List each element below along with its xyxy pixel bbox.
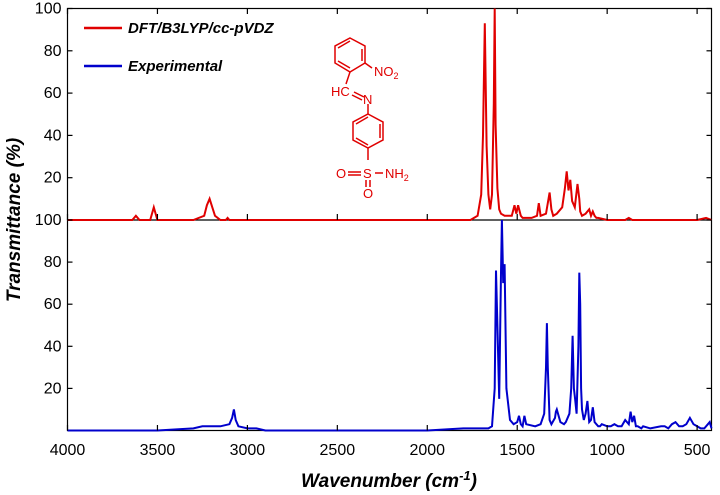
molecule-structure-inset bbox=[334, 37, 384, 187]
y-tick-label: 40 bbox=[44, 338, 62, 355]
x-axis-ticks: 4000 3500 3000 2500 2000 1500 1000 500 bbox=[50, 8, 711, 459]
imine-bond-2 bbox=[351, 94, 363, 101]
imine-n-label: N bbox=[363, 92, 372, 107]
y-tick-label: 80 bbox=[44, 43, 62, 60]
hc-label: HC bbox=[331, 84, 350, 99]
ch-bond bbox=[345, 71, 351, 85]
x-tick-label: 2000 bbox=[409, 442, 445, 459]
nitro-label: NO2 bbox=[374, 64, 399, 81]
ring-bottom-inner-bond-1 bbox=[355, 116, 369, 125]
y-tick-label: 60 bbox=[44, 296, 62, 313]
ring-top-inner-bond-3 bbox=[337, 60, 351, 69]
molecule-labels: NO2 HC N S NH2 O O bbox=[331, 64, 409, 201]
y-axis-ticks-top: 20 40 60 80 100 bbox=[35, 1, 712, 187]
x-tick-label: 4000 bbox=[50, 442, 86, 459]
x-tick-label: 2500 bbox=[320, 442, 356, 459]
benzene-ring-top bbox=[334, 37, 366, 73]
y-axis-title: Transmittance (%) bbox=[4, 138, 25, 302]
oxygen-left-label: O bbox=[336, 166, 346, 181]
legend-label-dft: DFT/B3LYP/cc-pVDZ bbox=[128, 20, 274, 37]
x-tick-label: 3000 bbox=[230, 442, 266, 459]
x-tick-label: 500 bbox=[684, 442, 711, 459]
y-tick-label: 100 bbox=[35, 212, 62, 229]
x-tick-label: 1500 bbox=[499, 442, 535, 459]
x-tick-label: 3500 bbox=[140, 442, 176, 459]
benzene-ring-bottom bbox=[352, 113, 384, 149]
y-tick-label: 40 bbox=[44, 127, 62, 144]
series-line-dft bbox=[67, 8, 712, 221]
y-tick-label: 80 bbox=[44, 254, 62, 271]
ring-top-inner-bond-1 bbox=[337, 40, 351, 49]
legend: DFT/B3LYP/cc-pVDZ Experimental bbox=[84, 20, 274, 75]
y-tick-label: 60 bbox=[44, 85, 62, 102]
nitro-bond bbox=[364, 62, 373, 69]
ring-bottom-inner-bond-3 bbox=[355, 137, 369, 146]
series-line-experimental bbox=[67, 219, 713, 432]
imine-bond-1 bbox=[353, 91, 365, 98]
oxygen-bottom-label: O bbox=[363, 186, 373, 201]
amine-label: NH2 bbox=[385, 166, 409, 183]
y-axis-ticks-bottom: 20 40 60 80 100 bbox=[35, 212, 712, 397]
series-layer bbox=[67, 8, 713, 432]
x-axis-title: Wavenumber (cm-1) bbox=[301, 468, 477, 492]
legend-label-experimental: Experimental bbox=[128, 58, 223, 75]
sulfur-label: S bbox=[363, 166, 372, 181]
y-tick-label: 20 bbox=[44, 170, 62, 187]
x-tick-label: 1000 bbox=[589, 442, 625, 459]
y-tick-label: 100 bbox=[35, 1, 62, 18]
y-tick-label: 20 bbox=[44, 380, 62, 397]
